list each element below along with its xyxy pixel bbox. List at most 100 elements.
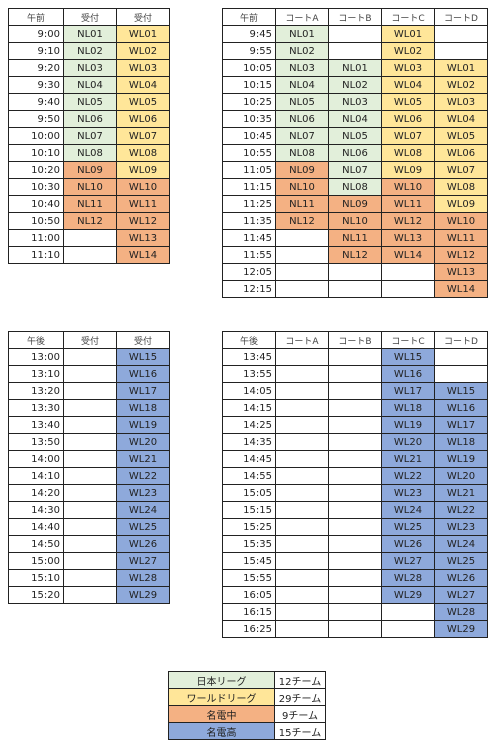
cell: WL13 — [434, 263, 488, 281]
cell: WL16 — [381, 365, 435, 383]
cell — [63, 365, 117, 383]
time-cell: 10:05 — [222, 59, 276, 77]
cell — [63, 501, 117, 519]
cell: WL08 — [116, 144, 170, 162]
row: 14:30 WL24 — [8, 501, 170, 519]
time-cell: 14:35 — [222, 433, 276, 451]
cell: WL27 — [434, 586, 488, 604]
cell: WL04 — [434, 110, 488, 128]
cell: WL15 — [116, 348, 170, 366]
cell: NL02 — [63, 42, 117, 60]
cell: WL20 — [116, 433, 170, 451]
cell — [275, 382, 329, 400]
cell: WL12 — [434, 246, 488, 264]
cell: WL02 — [381, 42, 435, 60]
row: 9:45 NL01 WL01 — [222, 25, 488, 43]
cell — [328, 603, 382, 621]
cell — [328, 586, 382, 604]
cell — [63, 552, 117, 570]
row: 10:35 NL06 NL04 WL06 WL04 — [222, 110, 488, 128]
row: 11:15 NL10 NL08 WL10 WL08 — [222, 178, 488, 196]
cell: WL13 — [116, 229, 170, 247]
header-cell: 受付 — [63, 8, 117, 26]
header-cell: コートB — [328, 331, 382, 349]
cell: WL23 — [434, 518, 488, 536]
time-cell: 10:10 — [8, 144, 64, 162]
header-cell: コートC — [381, 331, 435, 349]
cell: WL14 — [434, 280, 488, 298]
schedule-table: 午後 受付 受付 13:00 WL15 13:10 WL16 13:20 WL17 13:30 WL… — [8, 331, 170, 604]
cell: WL09 — [381, 161, 435, 179]
time-cell: 11:45 — [222, 229, 276, 247]
cell — [63, 348, 117, 366]
cell: WL18 — [434, 433, 488, 451]
row: 9:55 NL02 WL02 — [222, 42, 488, 60]
time-cell: 15:45 — [222, 552, 276, 570]
cell: NL05 — [328, 127, 382, 145]
cell: WL02 — [116, 42, 170, 60]
cell: WL19 — [434, 450, 488, 468]
header-cell: コートD — [434, 331, 488, 349]
cell: WL10 — [381, 178, 435, 196]
row: 15:25 WL25 WL23 — [222, 518, 488, 536]
cell: WL06 — [434, 144, 488, 162]
row: 日本リーグ 12チーム — [168, 671, 326, 689]
schedule-table: 午前 受付 受付 9:00 NL01 WL01 9:10 NL02 WL02 9:20 NL03 WL… — [8, 8, 170, 264]
row: 14:50 WL26 — [8, 535, 170, 553]
cell: NL01 — [275, 25, 329, 43]
cell — [328, 382, 382, 400]
cell: WL26 — [434, 569, 488, 587]
cell: WL01 — [434, 59, 488, 77]
cell: NL01 — [63, 25, 117, 43]
cell: NL12 — [328, 246, 382, 264]
row: 13:55 WL16 — [222, 365, 488, 383]
cell — [328, 518, 382, 536]
time-cell: 13:10 — [8, 365, 64, 383]
time-cell: 13:45 — [222, 348, 276, 366]
cell: WL24 — [381, 501, 435, 519]
time-cell: 14:05 — [222, 382, 276, 400]
cell: WL17 — [381, 382, 435, 400]
time-cell: 11:00 — [8, 229, 64, 247]
cell: WL21 — [434, 484, 488, 502]
row: 11:35 NL12 NL10 WL12 WL10 — [222, 212, 488, 230]
cell: WL15 — [381, 348, 435, 366]
cell: NL06 — [63, 110, 117, 128]
cell — [381, 263, 435, 281]
header-cell: 午前 — [8, 8, 64, 26]
time-cell: 13:30 — [8, 399, 64, 417]
row: 10:45 NL07 NL05 WL07 WL05 — [222, 127, 488, 145]
row: 9:40 NL05 WL05 — [8, 93, 170, 111]
row: 14:10 WL22 — [8, 467, 170, 485]
header-cell: コートA — [275, 331, 329, 349]
cell: WL11 — [116, 195, 170, 213]
time-cell: 15:10 — [8, 569, 64, 587]
row: 14:40 WL25 — [8, 518, 170, 536]
time-cell: 11:15 — [222, 178, 276, 196]
time-cell: 10:15 — [222, 76, 276, 94]
cell — [434, 365, 488, 383]
cell — [275, 467, 329, 485]
cell — [328, 399, 382, 417]
time-cell: 9:20 — [8, 59, 64, 77]
cell: WL12 — [381, 212, 435, 230]
cell — [63, 535, 117, 553]
cell: WL07 — [434, 161, 488, 179]
cell — [63, 229, 117, 247]
header-cell: 午後 — [222, 331, 276, 349]
header-cell: 午後 — [8, 331, 64, 349]
time-cell: 16:25 — [222, 620, 276, 638]
cell — [434, 42, 488, 60]
cell — [275, 263, 329, 281]
time-cell: 11:55 — [222, 246, 276, 264]
cell — [275, 450, 329, 468]
cell — [328, 280, 382, 298]
header-row: 午後 受付 受付 — [8, 331, 170, 349]
cell: NL11 — [328, 229, 382, 247]
time-cell: 15:15 — [222, 501, 276, 519]
cell: WL03 — [381, 59, 435, 77]
schedule-table: 午後 コートA コートB コートC コートD 13:45 WL15 13:55 WL16 14:0… — [222, 331, 488, 638]
cell — [328, 535, 382, 553]
time-cell: 10:30 — [8, 178, 64, 196]
time-cell: 10:45 — [222, 127, 276, 145]
